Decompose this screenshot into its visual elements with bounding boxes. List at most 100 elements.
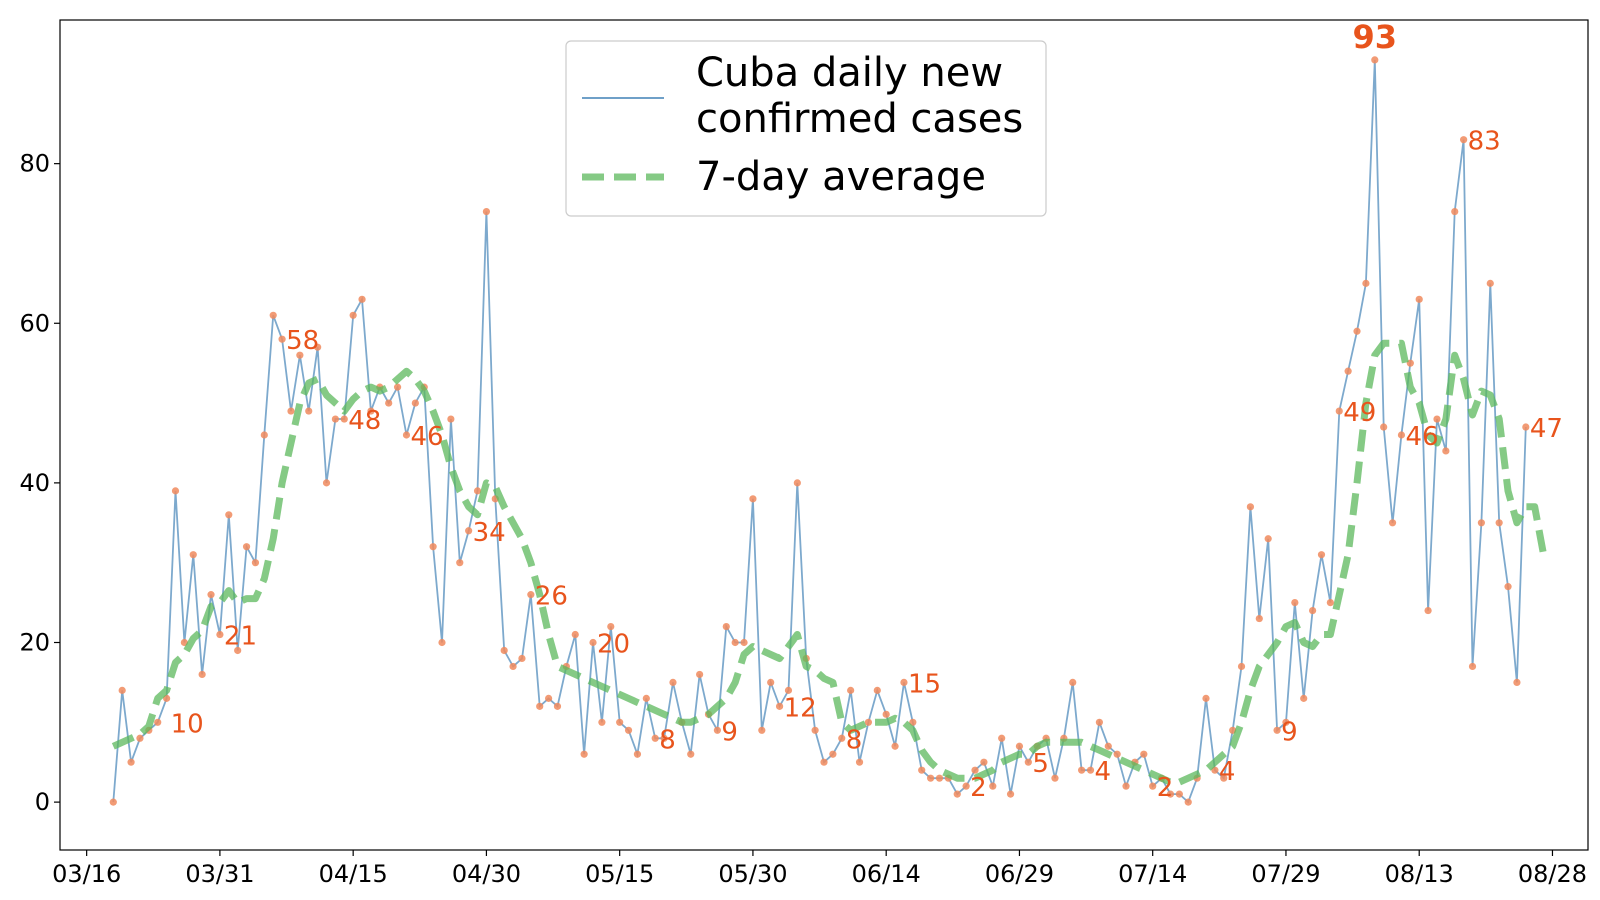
daily-point bbox=[1317, 551, 1326, 559]
daily-point bbox=[1220, 774, 1228, 782]
daily-point bbox=[820, 758, 828, 766]
daily-point bbox=[1371, 56, 1379, 64]
daily-point bbox=[758, 726, 766, 734]
x-tick-label: 07/14 bbox=[1118, 860, 1187, 888]
daily-point bbox=[873, 686, 881, 694]
value-annotation: 48 bbox=[348, 406, 381, 436]
daily-point bbox=[864, 718, 873, 726]
x-tick-label: 03/16 bbox=[52, 860, 121, 888]
daily-point bbox=[1291, 598, 1299, 607]
daily-point bbox=[1397, 431, 1406, 439]
daily-point bbox=[598, 718, 606, 726]
daily-point bbox=[838, 734, 846, 742]
daily-point bbox=[553, 702, 562, 710]
daily-point bbox=[891, 742, 899, 750]
daily-point bbox=[1460, 136, 1468, 144]
daily-point bbox=[269, 311, 277, 319]
daily-point bbox=[367, 407, 375, 415]
daily-point bbox=[1451, 207, 1459, 216]
daily-point bbox=[340, 415, 348, 423]
daily-point bbox=[1415, 295, 1423, 303]
daily-point bbox=[314, 343, 322, 351]
daily-point bbox=[305, 407, 313, 415]
value-annotation: 15 bbox=[908, 669, 941, 699]
x-tick-label: 05/30 bbox=[718, 860, 787, 888]
daily-point bbox=[1353, 327, 1361, 335]
daily-point bbox=[393, 383, 402, 391]
daily-point bbox=[767, 678, 775, 687]
legend-label-average: 7-day average bbox=[696, 154, 986, 200]
y-tick-label: 60 bbox=[19, 309, 50, 337]
value-annotation: 4 bbox=[1219, 757, 1236, 787]
value-annotation: 58 bbox=[286, 326, 319, 356]
daily-point bbox=[1522, 423, 1530, 431]
daily-point bbox=[242, 543, 251, 551]
value-annotation: 83 bbox=[1468, 127, 1501, 157]
daily-point bbox=[358, 295, 366, 303]
daily-point bbox=[331, 415, 339, 423]
value-annotation: 9 bbox=[1281, 717, 1298, 747]
y-tick-label: 20 bbox=[19, 629, 50, 657]
daily-point bbox=[1486, 279, 1494, 287]
daily-point bbox=[1433, 415, 1441, 423]
x-axis: 03/16 03/31 04/15 04/30 05/15 05/30 06/14 06/29… bbox=[52, 850, 1587, 888]
daily-point bbox=[109, 798, 117, 806]
daily-point bbox=[1424, 606, 1432, 615]
daily-point bbox=[322, 479, 331, 487]
daily-point bbox=[1362, 279, 1370, 287]
daily-point bbox=[1086, 766, 1095, 774]
daily-point bbox=[1051, 774, 1059, 782]
value-annotation: 93 bbox=[1353, 18, 1398, 56]
value-annotation: 26 bbox=[535, 582, 568, 612]
daily-point bbox=[1504, 583, 1512, 591]
y-tick-label: 80 bbox=[19, 150, 50, 178]
daily-point bbox=[473, 487, 482, 495]
daily-point bbox=[456, 559, 464, 567]
daily-point bbox=[296, 351, 304, 359]
daily-point bbox=[918, 766, 926, 774]
daily-point bbox=[287, 407, 295, 415]
daily-point bbox=[1149, 782, 1157, 790]
x-tick-label: 07/29 bbox=[1251, 860, 1320, 888]
value-annotation: 10 bbox=[171, 709, 204, 739]
daily-point bbox=[1255, 614, 1263, 623]
value-annotation: 2 bbox=[1157, 773, 1174, 803]
daily-point bbox=[402, 431, 411, 439]
value-annotation: 8 bbox=[659, 725, 676, 755]
daily-point bbox=[1006, 790, 1015, 798]
daily-point bbox=[731, 638, 739, 647]
x-tick-label: 08/13 bbox=[1385, 860, 1454, 888]
daily-point bbox=[1300, 694, 1308, 702]
value-annotation: 20 bbox=[597, 630, 630, 660]
daily-point bbox=[1344, 367, 1352, 375]
daily-point bbox=[260, 431, 268, 439]
daily-point bbox=[1264, 535, 1272, 543]
daily-point bbox=[1442, 447, 1450, 455]
daily-point bbox=[545, 694, 553, 702]
value-annotation: 47 bbox=[1530, 414, 1563, 444]
daily-point bbox=[411, 399, 419, 407]
series-layer bbox=[109, 56, 1548, 806]
daily-point bbox=[1122, 782, 1130, 790]
value-annotation: 34 bbox=[473, 518, 506, 548]
daily-point bbox=[1166, 790, 1175, 798]
daily-point bbox=[118, 686, 126, 694]
daily-point bbox=[749, 495, 757, 503]
daily-point bbox=[980, 758, 988, 766]
daily-point bbox=[900, 678, 908, 687]
daily-point bbox=[935, 774, 944, 782]
daily-point bbox=[1477, 519, 1485, 527]
legend-box bbox=[565, 40, 1047, 217]
legend-label-daily: confirmed cases bbox=[696, 96, 1023, 142]
daily-point bbox=[687, 750, 695, 758]
daily-point bbox=[1335, 407, 1343, 415]
daily-point bbox=[1184, 798, 1192, 806]
daily-point bbox=[713, 726, 721, 734]
daily-point bbox=[198, 670, 206, 679]
y-axis: 0 20 40 60 80 bbox=[19, 150, 60, 816]
x-tick-label: 05/15 bbox=[585, 860, 654, 888]
value-annotation: 4 bbox=[1095, 757, 1112, 787]
daily-point bbox=[1380, 423, 1388, 431]
